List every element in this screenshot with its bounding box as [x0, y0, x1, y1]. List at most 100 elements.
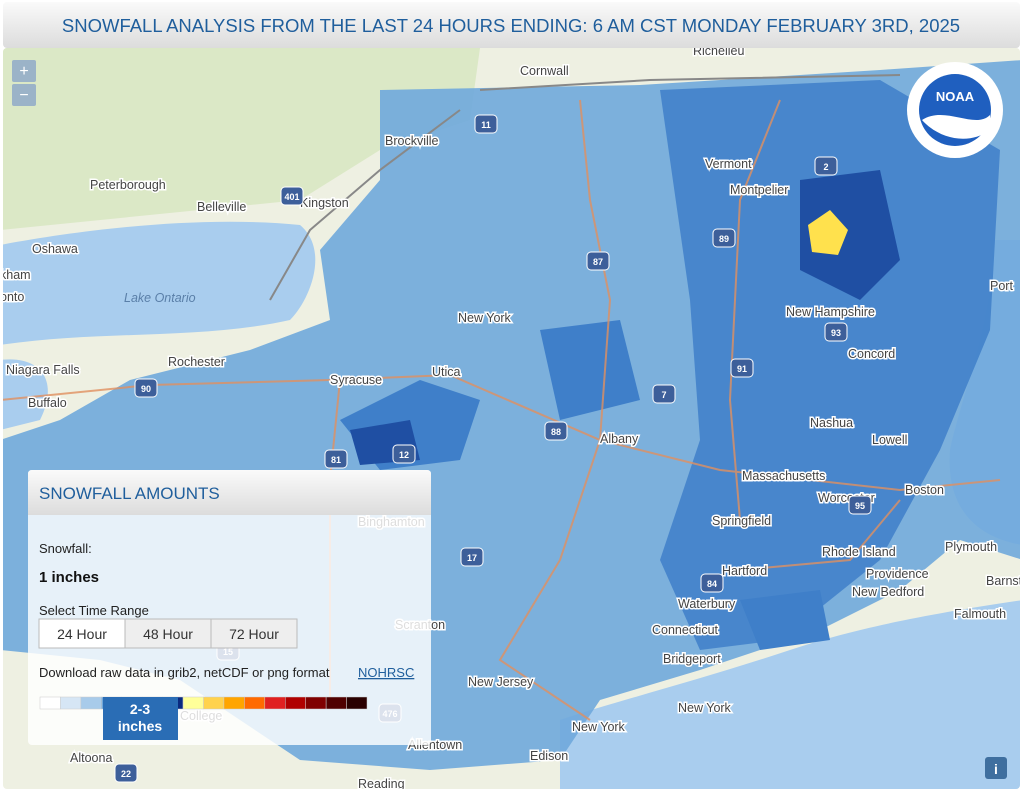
shield	[134, 378, 158, 398]
shield-label: 81	[331, 455, 341, 465]
panel: SNOWFALL AMOUNTS Snowfall: 1 inches Sele…	[28, 470, 431, 745]
legend-swatch	[39, 696, 61, 710]
place-label: Niagara Falls	[6, 363, 80, 377]
download-link[interactable]: NOHRSC	[358, 665, 414, 680]
download-text: Download raw data in grib2, netCDF or pn…	[39, 665, 330, 680]
place-label: Boston	[905, 483, 944, 497]
shield-label: 401	[284, 192, 299, 202]
highway	[3, 99, 1001, 721]
place-label: Brockville	[385, 134, 439, 148]
range-button-label[interactable]: 48 Hour	[143, 626, 193, 642]
place-label: Springfield	[712, 514, 771, 528]
place-label: Utica	[432, 365, 461, 379]
shield-label: 89	[719, 234, 729, 244]
title: SNOWFALL ANALYSIS FROM THE LAST 24 HOURS…	[62, 15, 960, 36]
place-label: Port	[990, 279, 1013, 293]
shield-label: 90	[141, 384, 151, 394]
shield	[586, 251, 610, 271]
shield-label: 88	[551, 427, 561, 437]
zoom-in-label[interactable]: +	[19, 63, 28, 80]
shield-label: 11	[481, 120, 491, 130]
shield	[392, 444, 416, 464]
place-label: Bridgeport	[663, 652, 721, 666]
place-label: Buffalo	[28, 396, 67, 410]
snowfall-3in	[350, 170, 900, 465]
legend-swatch	[346, 696, 368, 710]
range-button[interactable]	[124, 618, 212, 649]
legend-tooltip-text: inches	[118, 718, 163, 734]
place-label: New Hampshire	[786, 305, 875, 319]
shield-label: 93	[831, 328, 841, 338]
shield	[280, 186, 304, 206]
place-label: Nashua	[810, 416, 853, 430]
shield-label: 2	[823, 162, 828, 172]
place-label: Peterborough	[90, 178, 166, 192]
legend-swatch	[305, 696, 327, 710]
place-label: Montpelier	[730, 183, 788, 197]
place-label: Lake Ontario	[124, 291, 196, 305]
place-label: Cornwall	[520, 64, 569, 78]
place-label: Belleville	[197, 200, 246, 214]
legend-swatch	[264, 696, 286, 710]
forest	[3, 48, 480, 230]
place-label: Kingston	[300, 196, 349, 210]
info-label[interactable]: i	[994, 761, 998, 777]
shield-label: 91	[737, 364, 747, 374]
place-label: Providence	[866, 567, 929, 581]
snowfall-label: Snowfall:	[39, 541, 92, 556]
legend-swatch	[244, 696, 266, 710]
shield	[324, 449, 348, 469]
place-label: Altoona	[70, 751, 112, 765]
place-label: Reading	[358, 777, 405, 791]
snowfall-2in	[340, 320, 830, 650]
shield-label: 17	[467, 553, 477, 563]
place-label: Rochester	[168, 355, 225, 369]
legend-swatch	[285, 696, 306, 710]
noaa-gull	[922, 115, 990, 139]
shield	[730, 358, 754, 378]
place-label: Waterbury	[678, 597, 736, 611]
shield-label: 84	[707, 579, 717, 589]
shield	[712, 228, 736, 248]
shield	[474, 114, 498, 134]
legend-swatch	[203, 696, 225, 710]
place-label: onto	[0, 290, 24, 304]
zoom-out[interactable]	[12, 84, 36, 106]
info-button[interactable]	[985, 757, 1007, 779]
place-label: New York	[572, 720, 626, 734]
range-button[interactable]	[210, 618, 298, 649]
place-label: New York	[678, 701, 732, 715]
shield	[114, 763, 138, 783]
legend-swatch	[182, 696, 204, 710]
range-button-label[interactable]: 24 Hour	[57, 626, 107, 642]
map-labels: Richelieu Cornwall Brockville Peterborough B…	[0, 48, 1023, 791]
legend-tooltip-text: 2-3	[130, 701, 150, 717]
zoom-in[interactable]	[12, 60, 36, 82]
place-label: Barnst	[986, 574, 1023, 588]
legend-tooltip	[103, 697, 178, 740]
place-label: New York	[458, 311, 512, 325]
snowfall-value: 1 inches	[39, 569, 99, 586]
shield-label: 22	[121, 769, 131, 779]
shield-label: 12	[399, 450, 409, 460]
legend-swatch	[325, 696, 347, 710]
place-label: Syracuse	[330, 373, 382, 387]
border	[269, 74, 901, 301]
shield	[824, 322, 848, 342]
range-button-label[interactable]: 72 Hour	[229, 626, 279, 642]
shield-label: 87	[593, 257, 603, 267]
shield-label: 7	[661, 390, 666, 400]
snowfall-4in	[808, 210, 848, 255]
shield	[544, 421, 568, 441]
shield-label: 95	[855, 501, 865, 511]
place-label: Concord	[848, 347, 895, 361]
noaa-text: NOAA	[936, 89, 975, 104]
zoom-out-label[interactable]: −	[19, 87, 28, 104]
ocean	[560, 600, 1020, 789]
lake-erie	[3, 359, 48, 430]
lake-ontario	[3, 221, 316, 345]
place-label: Lowell	[872, 433, 907, 447]
panel-title: SNOWFALL AMOUNTS	[39, 484, 220, 503]
title-bar	[3, 2, 1020, 48]
